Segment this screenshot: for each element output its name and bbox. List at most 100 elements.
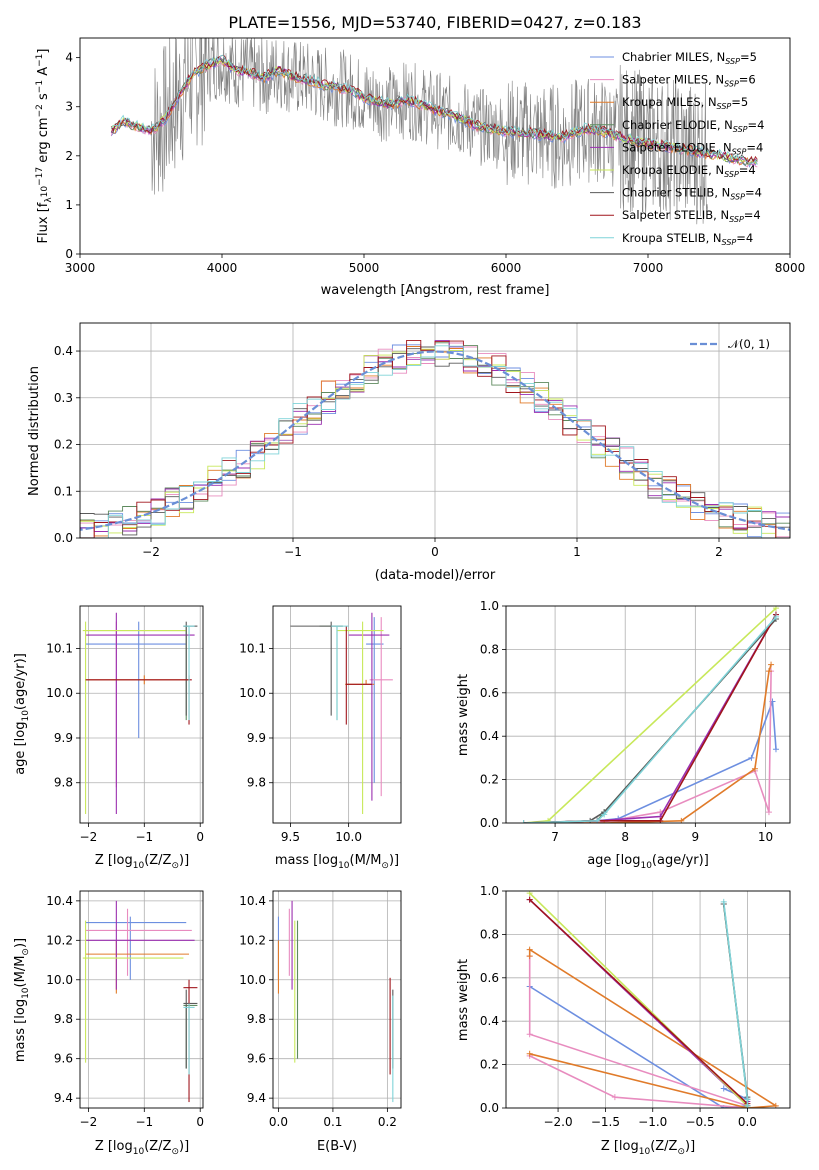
x-tick-label: 0 xyxy=(196,1115,204,1129)
legend-label: Kroupa ELODIE, NSSP=4 xyxy=(622,163,756,179)
chart-mass_vs_Z: −2 −1 0 9.4 9.6 9.8 10.0 10.2 10.4 Z [log10(Z/Z⊙)… xyxy=(13,890,204,1157)
x-tick-label: 6000 xyxy=(491,261,522,275)
xlabel-axis-label: age [log10(age/yr)] xyxy=(587,853,709,871)
y-axis-label: mass weight xyxy=(456,674,471,756)
chart-age_vs_Z: −2 −1 0 9.8 9.9 10.0 10.1 Z [log10(Z/Z⊙)] age [l… xyxy=(13,605,204,871)
legend-label: Salpeter MILES, NSSP=6 xyxy=(622,73,756,89)
legend-label: 𝒩(0, 1) xyxy=(728,337,770,351)
y-tick-label: 0.2 xyxy=(480,773,499,787)
y-tick-label: 4 xyxy=(65,51,73,65)
y-tick-label: 10.1 xyxy=(46,642,73,656)
y-axis-label: mass weight xyxy=(456,959,471,1041)
chart-mass_vs_ebv: 0.0 0.1 0.2 9.4 9.6 9.8 10.0 10.2 10.4 E(B-V) xyxy=(239,890,402,1154)
x-tick-label: 8000 xyxy=(775,261,806,275)
x-tick-label: −2 xyxy=(142,545,160,559)
y-tick-label: 9.4 xyxy=(247,1091,266,1105)
series-marker xyxy=(751,765,758,772)
series-marker xyxy=(611,1094,618,1101)
series-line xyxy=(523,671,772,823)
chart-massweight_vs_age: 7 8 9 10 0.0 0.2 0.4 0.6 0.8 1.0 mass weight age [l… xyxy=(456,599,791,871)
y-axis-label: Flux [fλ10−17 erg cm−2 s−1 A−1] xyxy=(35,49,54,244)
axes-frame xyxy=(505,605,791,824)
legend: Chabrier MILES, NSSP=5 Salpeter MILES, NS… xyxy=(590,50,764,247)
x-tick-label: −1 xyxy=(135,1115,153,1129)
x-tick-label: 9 xyxy=(692,830,700,844)
x-tick-label: −1 xyxy=(284,545,302,559)
y-tick-label: 1 xyxy=(65,198,73,212)
y-tick-label: 3 xyxy=(65,100,73,114)
y-tick-label: 0.0 xyxy=(54,531,73,545)
chart-spectrum: 3000 4000 5000 6000 7000 8000 0 1 2 3 4 wavelength … xyxy=(35,37,806,298)
data-spectrum xyxy=(150,38,708,225)
plot-area xyxy=(290,612,393,815)
axes-frame xyxy=(79,605,204,824)
legend-label: Chabrier ELODIE, NSSP=4 xyxy=(622,118,764,134)
series-marker xyxy=(720,1085,727,1092)
ylabel-axis-label: mass [log10(M/M⊙)] xyxy=(13,938,31,1062)
ylabel-axis-label: age [log10(age/yr)] xyxy=(13,653,31,775)
series-marker xyxy=(748,754,755,761)
series-marker xyxy=(520,820,527,823)
y-tick-label: 0.8 xyxy=(480,927,499,941)
x-tick-label: −1.5 xyxy=(591,1115,620,1129)
series-line xyxy=(523,614,777,823)
histogram-series xyxy=(80,345,790,538)
chart-massweight_vs_Z: −2.0 −1.5 −1.0 −0.5 0.0 0.0 0.2 0.4 0.6 0.8 1.0 mas… xyxy=(456,884,791,1157)
plot-area xyxy=(520,606,779,823)
x-axis-label: E(B-V) xyxy=(317,1139,357,1154)
y-tick-label: 9.8 xyxy=(247,776,266,790)
xlabel-axis-label: mass [log10(M/M⊙)] xyxy=(275,853,399,871)
y-tick-label: 0.0 xyxy=(480,1101,499,1115)
x-tick-label: 4000 xyxy=(207,261,238,275)
x-tick-label: −2.0 xyxy=(543,1115,572,1129)
x-tick-label: 8 xyxy=(621,830,629,844)
x-tick-label: 0 xyxy=(431,545,439,559)
y-tick-label: 9.9 xyxy=(54,731,73,745)
series-marker xyxy=(765,809,772,816)
x-tick-label: 3000 xyxy=(65,261,96,275)
model-spectrum xyxy=(110,54,758,165)
y-tick-label: 0 xyxy=(65,247,73,261)
plot-area xyxy=(82,900,198,1103)
x-tick-label: 0.0 xyxy=(269,1115,288,1129)
x-tick-label: −1.0 xyxy=(638,1115,667,1129)
series-line xyxy=(529,985,749,1108)
series-marker xyxy=(526,896,533,903)
x-tick-label: 0.1 xyxy=(323,1115,342,1129)
series-marker xyxy=(526,1050,533,1057)
x-tick-label: −2 xyxy=(80,830,98,844)
y-tick-label: 0.0 xyxy=(480,816,499,830)
y-tick-label: 0.6 xyxy=(480,686,499,700)
x-tick-label: −0.5 xyxy=(685,1115,714,1129)
x-axis-label: wavelength [Angstrom, rest frame] xyxy=(321,283,550,298)
x-tick-label: 7 xyxy=(551,830,559,844)
y-tick-label: 9.9 xyxy=(247,731,266,745)
axes-frame xyxy=(505,890,791,1109)
axes-frame xyxy=(79,322,791,539)
xlabel-axis-label: Z [log10(Z/Z⊙)] xyxy=(601,1139,695,1157)
y-tick-label: 10.2 xyxy=(46,933,73,947)
series-line xyxy=(529,899,748,1105)
y-tick-label: 0.1 xyxy=(54,484,73,498)
y-tick-label: 0.6 xyxy=(480,971,499,985)
y-tick-label: 0.4 xyxy=(480,1014,499,1028)
axes-frame xyxy=(79,37,791,255)
x-tick-label: 10.0 xyxy=(335,830,362,844)
series-line xyxy=(523,607,777,823)
series-line xyxy=(523,614,777,823)
series-marker xyxy=(768,661,775,668)
series-marker xyxy=(526,1031,533,1038)
y-tick-label: 0.4 xyxy=(480,729,499,743)
series-marker xyxy=(772,613,779,620)
series-line xyxy=(528,956,749,1108)
series-marker xyxy=(744,1096,751,1103)
y-tick-label: 9.8 xyxy=(247,1012,266,1026)
y-tick-label: 0.2 xyxy=(54,438,73,452)
legend-label: Salpeter ELODIE, NSSP=4 xyxy=(622,140,763,156)
y-tick-label: 9.8 xyxy=(54,1012,73,1026)
x-tick-label: 7000 xyxy=(633,261,664,275)
y-tick-label: 2 xyxy=(65,149,73,163)
xlabel-axis-label: Z [log10(Z/Z⊙)] xyxy=(95,853,189,871)
plot-area xyxy=(82,612,198,815)
